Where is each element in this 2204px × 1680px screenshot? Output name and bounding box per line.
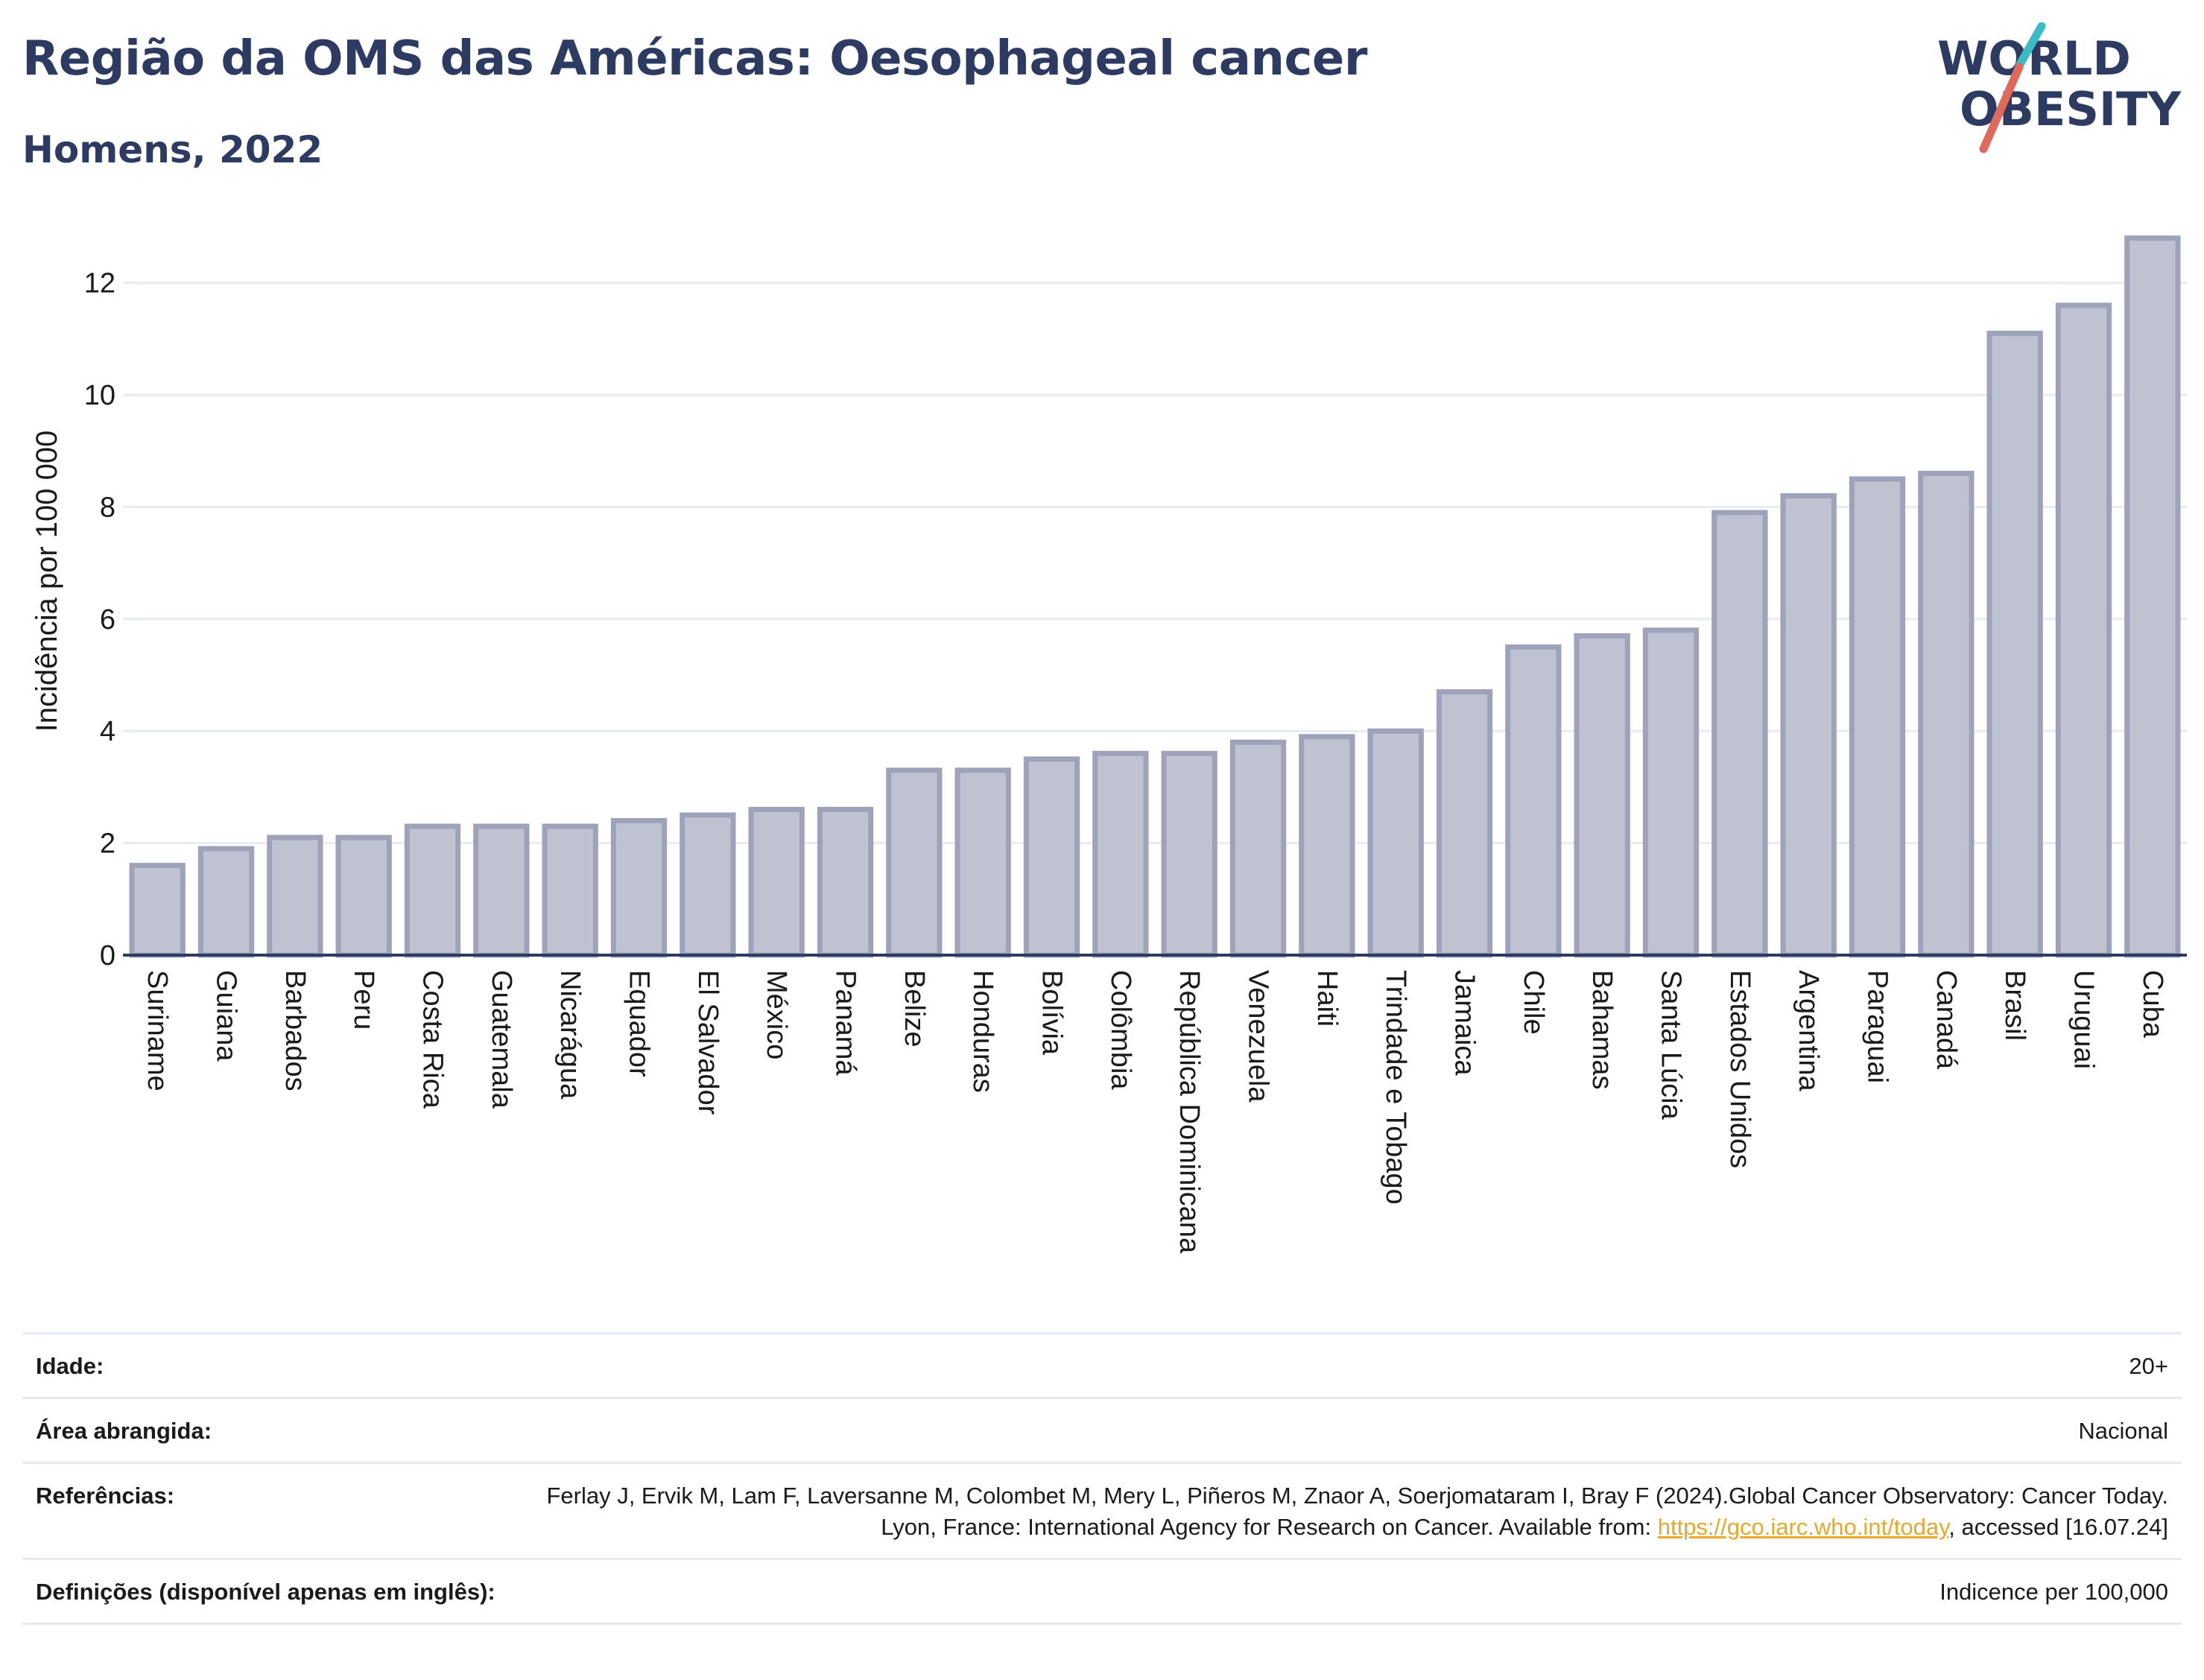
y-tick-label: 8 <box>100 492 115 523</box>
x-tick-label: Bahamas <box>1586 970 1618 1090</box>
x-tick-label: Honduras <box>967 970 998 1093</box>
bar-suriname <box>129 863 186 958</box>
bar-honduras <box>954 767 1011 958</box>
y-tick-label: 10 <box>84 380 115 411</box>
metadata-table: Idade: 20+ Área abrangida: Nacional Refe… <box>22 1332 2182 1625</box>
x-tick-label: Trindade e Tobago <box>1380 970 1411 1205</box>
bar-bolívia <box>1023 756 1080 958</box>
axes: 0 2 4 6 8 10 12 Suriname Guiana Barbados Peru Costa… <box>84 268 2187 1254</box>
x-tick-label: Guiana <box>211 970 242 1062</box>
bar-canadá <box>1918 470 1975 958</box>
y-tick-label: 6 <box>100 604 115 635</box>
reference-link[interactable]: https://gco.iarc.who.int/today <box>1657 1514 1949 1540</box>
bar-barbados <box>267 834 323 958</box>
bar-el-salvador <box>680 812 736 958</box>
meta-references-text: Ferlay J, Ervik M, Lam F, Laversanne M, … <box>546 1483 2168 1540</box>
x-tick-label: Colômbia <box>1105 970 1136 1090</box>
x-tick-label: Paraguai <box>1862 970 1893 1083</box>
bar-jamaica <box>1436 689 1493 958</box>
bar-nicarágua <box>542 823 598 958</box>
bar-guiana <box>197 846 255 958</box>
x-tick-label: Equador <box>624 970 655 1077</box>
bar-equador <box>610 818 668 958</box>
bar-chile <box>1505 644 1562 958</box>
meta-definitions-label: Definições (disponível apenas em inglês)… <box>36 1579 495 1605</box>
y-axis-title: Incidência por 100 000 <box>31 431 63 732</box>
bar-peru <box>335 834 392 958</box>
x-tick-label: Peru <box>348 970 379 1030</box>
x-tick-label: Estados Unidos <box>1724 970 1755 1168</box>
x-tick-label: Cuba <box>2137 970 2168 1039</box>
x-tick-label: Chile <box>1518 970 1549 1035</box>
bar-santa-lúcia <box>1642 627 1700 958</box>
y-tick-label: 4 <box>100 716 115 747</box>
meta-row-area: Área abrangida: Nacional <box>22 1397 2182 1462</box>
x-tick-label: Brasil <box>1999 970 2030 1041</box>
x-tick-label: Venezuela <box>1243 970 1274 1103</box>
y-tick-label: 0 <box>100 940 115 971</box>
x-tick-label: Costa Rica <box>417 970 449 1109</box>
x-tick-label: Bolívia <box>1036 970 1068 1056</box>
meta-row-definitions: Definições (disponível apenas em inglês)… <box>22 1558 2182 1625</box>
bar-haiti <box>1299 734 1355 958</box>
bar-méxico <box>748 807 805 958</box>
x-tick-label: Guatemala <box>486 970 517 1109</box>
bar-panamá <box>817 807 874 958</box>
meta-definitions-value: Indicence per 100,000 <box>1939 1579 2168 1605</box>
x-tick-label: República Dominicana <box>1174 970 1205 1254</box>
bar-bahamas <box>1574 633 1630 958</box>
bar-paraguai <box>1849 476 1906 958</box>
bar-cuba <box>2124 235 2181 958</box>
y-tick-label: 12 <box>84 268 115 299</box>
x-tick-label: México <box>761 970 792 1059</box>
meta-area-value: Nacional <box>2078 1418 2168 1444</box>
x-tick-label: Canadá <box>1931 970 1962 1070</box>
x-tick-label: Uruguai <box>2068 970 2100 1069</box>
meta-row-age: Idade: 20+ <box>22 1332 2182 1397</box>
bar-argentina <box>1780 492 1837 958</box>
world-obesity-logo: WORLD OBESITY <box>1937 22 2182 153</box>
meta-age-value: 20+ <box>2129 1353 2168 1379</box>
x-tick-label: Jamaica <box>1449 970 1481 1076</box>
bar-uruguai <box>2055 302 2112 958</box>
meta-age-label: Idade: <box>36 1353 104 1379</box>
logo-slash-coral <box>1979 63 2024 153</box>
x-tick-label: Belize <box>899 970 930 1047</box>
x-tick-label: Barbados <box>279 970 311 1091</box>
bar-estados-unidos <box>1711 510 1768 958</box>
bar-costa-rica <box>404 823 461 958</box>
x-tick-label: Nicarágua <box>554 970 586 1100</box>
x-tick-label: El Salvador <box>692 970 723 1115</box>
meta-references-accessed: , accessed [16.07.24] <box>1948 1514 2168 1540</box>
bar-colômbia <box>1092 750 1149 958</box>
meta-area-label: Área abrangida: <box>36 1418 212 1444</box>
bars <box>129 235 2181 958</box>
bar-brasil <box>1986 330 2043 958</box>
logo-slash-teal <box>2015 22 2046 70</box>
chart-subtitle: Homens, 2022 <box>22 128 323 171</box>
bar-trindade-e-tobago <box>1367 728 1424 958</box>
x-tick-label: Santa Lúcia <box>1656 970 1687 1120</box>
bar-guatemala <box>473 823 530 958</box>
x-tick-label: Haiti <box>1311 970 1343 1027</box>
bar-república-dominicana <box>1161 750 1217 958</box>
meta-row-references: Referências: Ferlay J, Ervik M, Lam F, L… <box>22 1462 2182 1558</box>
x-tick-label: Panamá <box>830 970 861 1076</box>
bar-venezuela <box>1229 739 1287 958</box>
x-tick-label: Suriname <box>142 970 173 1091</box>
bar-belize <box>886 767 943 958</box>
grid-lines <box>123 282 2187 845</box>
x-tick-label: Argentina <box>1793 970 1824 1092</box>
meta-references-value: Ferlay J, Ervik M, Lam F, Laversanne M, … <box>492 1480 2168 1543</box>
chart-title: Região da OMS das Américas: Oesophageal … <box>22 31 1367 86</box>
y-tick-label: 2 <box>100 828 115 860</box>
bar-chart: 0 2 4 6 8 10 12 Suriname Guiana Barbados Peru Costa… <box>31 235 2187 1254</box>
meta-references-label: Referências: <box>36 1483 175 1509</box>
